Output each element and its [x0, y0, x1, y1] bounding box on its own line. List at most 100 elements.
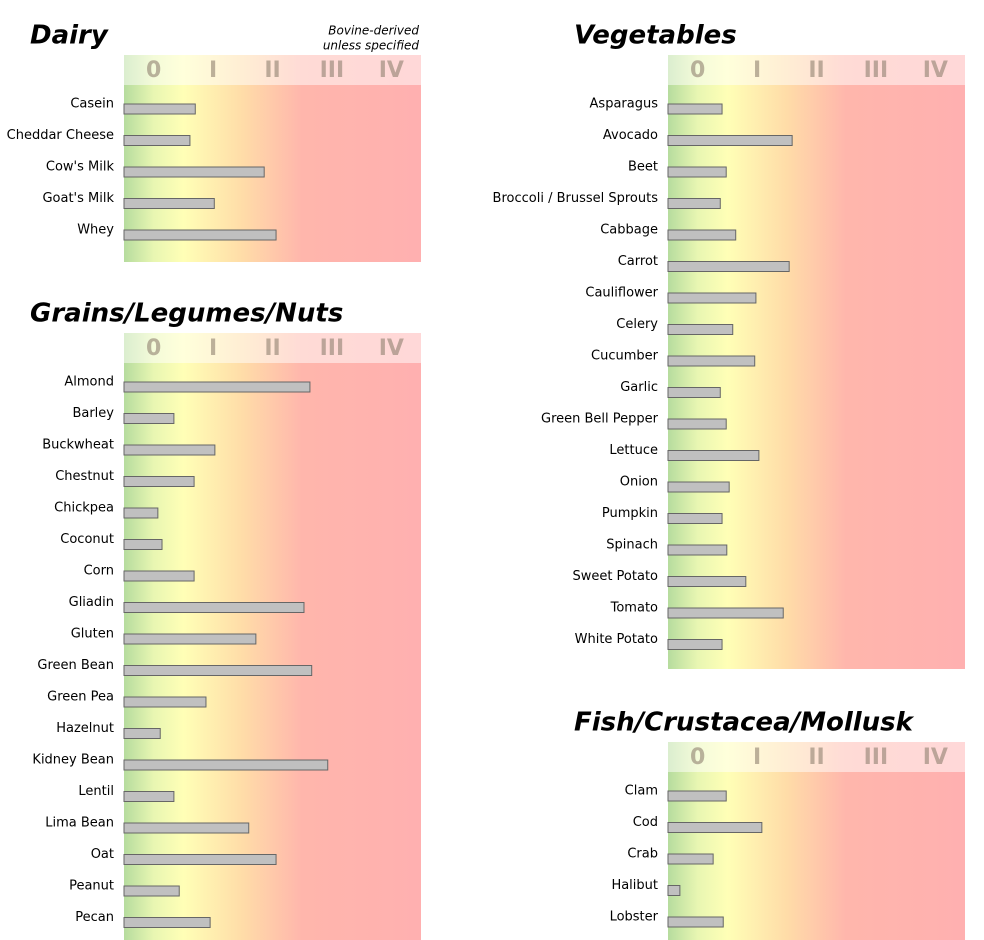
- category-label: Peanut: [69, 879, 114, 894]
- category-label: Celery: [616, 317, 658, 332]
- x-tick-label: IV: [379, 58, 404, 83]
- header-band: [668, 742, 965, 772]
- panel-title: Dairy: [30, 21, 109, 51]
- panel-title: Fish/Crustacea/Mollusk: [574, 708, 915, 738]
- bar: [667, 481, 730, 493]
- header-band: [668, 55, 965, 85]
- bar: [123, 665, 313, 676]
- bar: [667, 198, 721, 209]
- bar: [667, 513, 723, 524]
- category-label: Beet: [628, 160, 658, 175]
- x-tick-label: III: [864, 58, 889, 83]
- bar: [123, 822, 250, 834]
- category-label: Green Bean: [37, 658, 114, 673]
- x-tick-label: II: [808, 745, 824, 770]
- category-label: Pumpkin: [602, 506, 658, 521]
- category-label: Garlic: [620, 380, 658, 395]
- category-label: Green Bell Pepper: [541, 412, 659, 427]
- header-band: [124, 333, 421, 363]
- x-tick-label: III: [864, 745, 889, 770]
- bar: [667, 418, 727, 430]
- panel-note: unless specified: [323, 39, 420, 53]
- category-label: Cod: [633, 815, 658, 830]
- bar: [667, 885, 681, 896]
- bar: [123, 103, 196, 115]
- x-tick-label: III: [320, 58, 345, 83]
- x-tick-label: III: [320, 336, 345, 361]
- category-label: Halibut: [611, 878, 658, 893]
- category-label: Barley: [72, 406, 114, 421]
- x-tick-label: II: [264, 336, 280, 361]
- bar: [123, 476, 195, 487]
- x-tick-label: II: [808, 58, 824, 83]
- bar: [667, 544, 728, 556]
- category-label: Almond: [64, 375, 114, 390]
- bar: [667, 229, 737, 241]
- category-label: Gliadin: [69, 595, 114, 610]
- bar: [123, 135, 191, 146]
- bar: [123, 198, 215, 209]
- bar: [667, 292, 757, 304]
- category-label: Cauliflower: [585, 286, 658, 301]
- bar: [667, 822, 763, 833]
- category-label: Chickpea: [54, 501, 114, 516]
- bar: [667, 355, 756, 367]
- bar: [123, 229, 277, 241]
- category-label: Kidney Bean: [32, 753, 114, 768]
- category-label: Corn: [84, 564, 114, 579]
- category-label: Cucumber: [591, 349, 659, 364]
- bar: [667, 135, 793, 146]
- category-label: Casein: [70, 97, 114, 112]
- bar: [667, 607, 784, 619]
- x-tick-label: I: [209, 336, 217, 361]
- category-label: Cheddar Cheese: [7, 128, 114, 143]
- bar: [123, 633, 257, 645]
- bar: [123, 885, 180, 897]
- x-tick-label: 0: [690, 58, 705, 83]
- category-label: Cow's Milk: [46, 160, 115, 175]
- category-label: Lobster: [610, 910, 659, 925]
- category-label: Buckwheat: [42, 438, 114, 453]
- category-label: Spinach: [606, 538, 658, 553]
- category-label: Gluten: [71, 627, 114, 642]
- bar: [667, 639, 723, 650]
- plot-background: [668, 742, 965, 940]
- bar: [667, 324, 734, 335]
- panel-note: Bovine-derived: [328, 24, 419, 38]
- bar: [667, 790, 727, 802]
- category-label: Hazelnut: [56, 721, 114, 736]
- category-label: Asparagus: [590, 97, 659, 112]
- category-label: Lentil: [78, 784, 114, 799]
- category-label: Clam: [625, 784, 658, 799]
- category-label: Cabbage: [600, 223, 658, 238]
- bar: [667, 166, 727, 178]
- bar: [667, 261, 790, 272]
- category-label: Chestnut: [55, 469, 114, 484]
- bar: [123, 791, 175, 802]
- bar: [123, 166, 265, 178]
- category-label: Green Pea: [47, 690, 114, 705]
- bar: [123, 602, 305, 613]
- category-label: Avocado: [603, 128, 658, 143]
- bar: [123, 539, 163, 550]
- x-tick-label: 0: [690, 745, 705, 770]
- panel-title: Vegetables: [574, 21, 737, 51]
- category-label: Broccoli / Brussel Sprouts: [493, 191, 659, 206]
- x-tick-label: II: [264, 58, 280, 83]
- bar: [123, 759, 329, 771]
- category-label: Goat's Milk: [42, 191, 114, 206]
- panel-title: Grains/Legumes/Nuts: [30, 299, 343, 329]
- x-tick-label: 0: [146, 336, 161, 361]
- category-label: White Potato: [575, 632, 658, 647]
- bar: [123, 444, 216, 456]
- category-label: Coconut: [60, 532, 114, 547]
- bar: [123, 507, 159, 519]
- x-tick-label: IV: [923, 58, 948, 83]
- category-label: Lettuce: [609, 443, 658, 458]
- bar: [123, 570, 195, 582]
- category-label: Crab: [627, 847, 658, 862]
- category-label: Onion: [620, 475, 658, 490]
- bar: [667, 853, 714, 865]
- x-tick-label: IV: [923, 745, 948, 770]
- bar: [667, 916, 724, 928]
